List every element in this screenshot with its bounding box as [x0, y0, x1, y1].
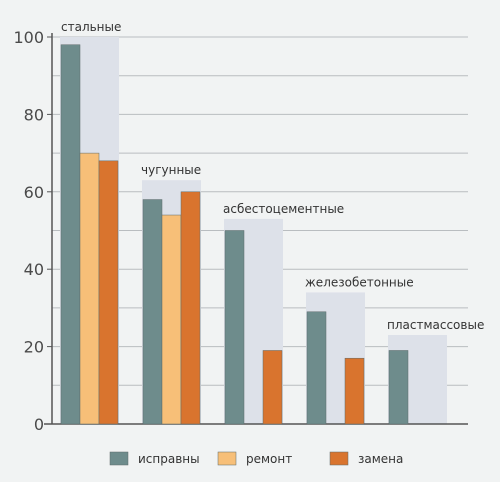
bar-замена	[262, 350, 283, 425]
bar-ремонт	[79, 152, 100, 425]
bar-исправны	[142, 199, 163, 425]
category-label: железобетонные	[305, 275, 414, 289]
legend-label: ремонт	[246, 452, 292, 466]
y-tick-label: 40	[24, 260, 44, 279]
category-label: стальные	[61, 20, 121, 34]
bars	[60, 44, 409, 425]
y-tick-label: 20	[24, 338, 44, 357]
bar-замена	[98, 160, 119, 425]
y-tick-label: 80	[24, 105, 44, 124]
category-label: асбестоцементные	[223, 202, 344, 216]
group-labels: стальные чугунные асбестоцементные железобе…	[61, 20, 484, 332]
y-tick-label: 60	[24, 183, 44, 202]
bar-замена	[180, 191, 201, 425]
legend-swatch	[329, 451, 349, 466]
legend: исправны ремонт замена	[109, 451, 403, 466]
bar-исправны	[306, 311, 327, 425]
bar-замена	[344, 357, 365, 425]
bar-ремонт	[161, 214, 182, 425]
legend-swatch	[217, 451, 237, 466]
legend-label: замена	[358, 452, 403, 466]
bar-исправны	[60, 44, 81, 425]
legend-swatch	[109, 451, 129, 466]
category-label: пластмассовые	[387, 318, 484, 332]
y-tick-label: 100	[13, 28, 44, 47]
category-label: чугунные	[141, 163, 201, 177]
legend-label: исправны	[138, 452, 200, 466]
bar-исправны	[224, 230, 245, 425]
bar-исправны	[388, 350, 409, 425]
y-tick-label: 0	[34, 415, 44, 434]
